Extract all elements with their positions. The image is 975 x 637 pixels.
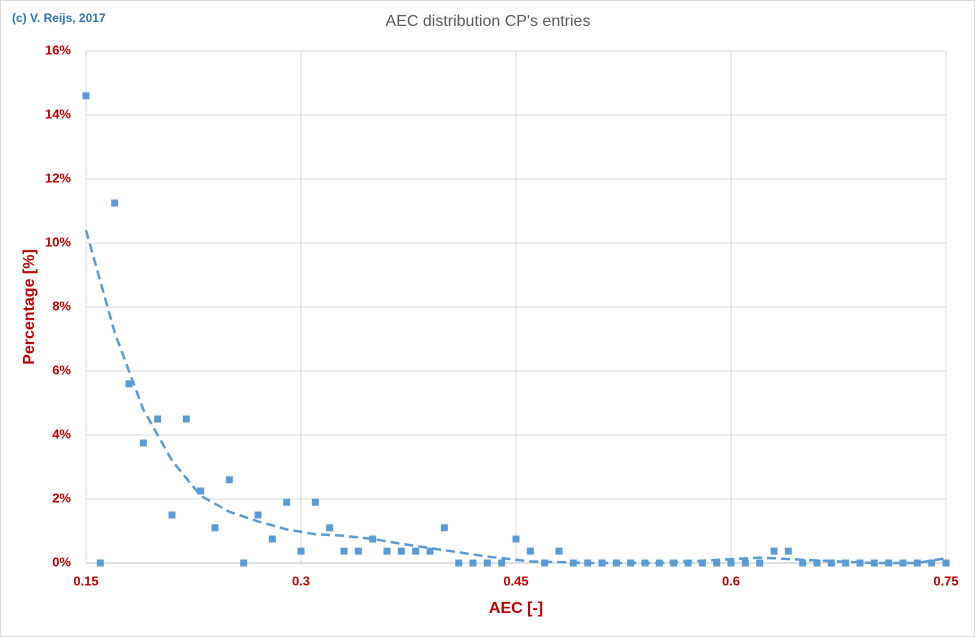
data-point bbox=[211, 524, 219, 532]
data-point bbox=[412, 547, 420, 555]
data-point bbox=[885, 559, 893, 567]
data-point bbox=[483, 559, 491, 567]
data-point bbox=[182, 415, 190, 423]
data-point bbox=[698, 559, 706, 567]
data-point bbox=[756, 559, 764, 567]
data-point bbox=[870, 559, 878, 567]
data-point bbox=[369, 535, 377, 543]
data-point bbox=[326, 524, 334, 532]
data-point bbox=[455, 559, 463, 567]
data-point bbox=[856, 559, 864, 567]
data-point bbox=[913, 559, 921, 567]
y-tick-label: 8% bbox=[52, 298, 71, 313]
data-point bbox=[297, 547, 305, 555]
y-tick-label: 16% bbox=[45, 42, 71, 57]
data-point bbox=[125, 380, 133, 388]
y-tick-label: 12% bbox=[45, 170, 71, 185]
data-point bbox=[225, 476, 233, 484]
data-point bbox=[268, 535, 276, 543]
data-point bbox=[741, 559, 749, 567]
data-point bbox=[440, 524, 448, 532]
data-point bbox=[426, 547, 434, 555]
data-point bbox=[684, 559, 692, 567]
data-point bbox=[942, 559, 950, 567]
data-point bbox=[928, 559, 936, 567]
data-point bbox=[111, 199, 119, 207]
data-point bbox=[283, 498, 291, 506]
x-tick-label: 0.75 bbox=[933, 573, 958, 588]
y-tick-label: 4% bbox=[52, 426, 71, 441]
data-point bbox=[340, 547, 348, 555]
copyright: (c) V. Reijs, 2017 bbox=[12, 11, 106, 25]
data-point bbox=[555, 547, 563, 555]
data-point bbox=[154, 415, 162, 423]
data-point bbox=[311, 498, 319, 506]
data-point bbox=[899, 559, 907, 567]
data-point bbox=[799, 559, 807, 567]
trend-line bbox=[84, 229, 947, 565]
data-point bbox=[512, 535, 520, 543]
y-tick-label: 6% bbox=[52, 362, 71, 377]
data-point bbox=[526, 547, 534, 555]
data-point bbox=[168, 511, 176, 519]
x-tick-label: 0.15 bbox=[73, 573, 98, 588]
data-point bbox=[813, 559, 821, 567]
y-tick-label: 2% bbox=[52, 490, 71, 505]
data-point bbox=[383, 547, 391, 555]
x-tick-label: 0.3 bbox=[292, 573, 310, 588]
y-tick-label: 14% bbox=[45, 106, 71, 121]
data-point bbox=[197, 487, 205, 495]
data-point bbox=[827, 559, 835, 567]
data-point bbox=[96, 559, 104, 567]
data-point bbox=[713, 559, 721, 567]
data-point bbox=[139, 439, 147, 447]
x-axis-label: AEC [-] bbox=[489, 600, 543, 617]
data-point bbox=[770, 547, 778, 555]
data-point bbox=[784, 547, 792, 555]
y-tick-label: 10% bbox=[45, 234, 71, 249]
x-tick-label: 0.6 bbox=[722, 573, 740, 588]
y-tick-label: 0% bbox=[52, 554, 71, 569]
data-point bbox=[82, 92, 90, 100]
data-point bbox=[498, 559, 506, 567]
data-point bbox=[727, 559, 735, 567]
x-tick-label: 0.45 bbox=[503, 573, 528, 588]
y-axis-label: Percentage [%] bbox=[21, 249, 38, 365]
data-point bbox=[842, 559, 850, 567]
data-point bbox=[254, 511, 262, 519]
chart-title: AEC distribution CP's entries bbox=[386, 13, 591, 30]
data-point bbox=[240, 559, 248, 567]
data-point bbox=[469, 559, 477, 567]
data-point bbox=[354, 547, 362, 555]
data-point bbox=[397, 547, 405, 555]
